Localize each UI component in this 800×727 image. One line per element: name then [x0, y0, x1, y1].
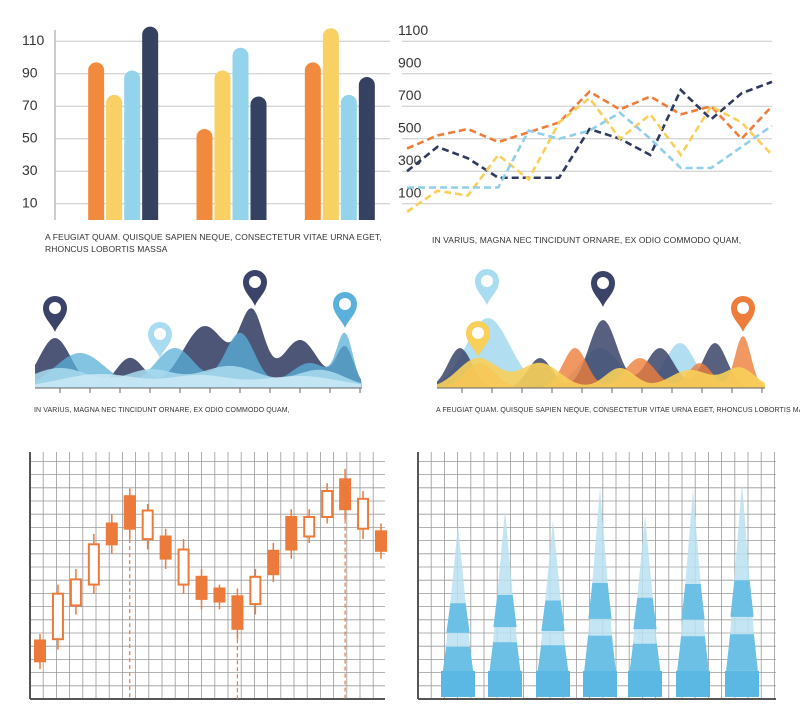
y-tick-label: 50: [22, 129, 38, 145]
mountain: [35, 308, 362, 388]
bar: [340, 94, 357, 220]
cone-segment: [541, 600, 565, 631]
candle-body: [231, 595, 244, 630]
mountain: [35, 373, 362, 388]
bar: [214, 70, 231, 220]
cone-segment: [730, 580, 754, 617]
pin-dot: [249, 276, 261, 288]
candle-body: [51, 592, 64, 641]
mountain: [437, 357, 765, 388]
pin-dot: [481, 275, 493, 287]
cone-base: [725, 671, 759, 697]
candle-body: [249, 575, 262, 606]
cone-segment: [442, 646, 474, 677]
cone-segment: [446, 603, 470, 633]
y-tick-label: 10: [22, 194, 38, 210]
line-series: [406, 96, 773, 213]
caption: A FEUGIAT QUAM. QUISQUE SAPIEN NEQUE, CO…: [45, 232, 382, 254]
candle-body: [34, 639, 46, 663]
y-tick-label: 700: [398, 87, 422, 103]
cone-segment: [681, 584, 705, 620]
bar: [322, 28, 339, 220]
cone-base: [583, 671, 617, 697]
decoration: [35, 269, 776, 700]
caption: IN VARIUS, MAGNA NEC TINCIDUNT ORNARE, E…: [432, 235, 742, 245]
line-series: [406, 80, 773, 180]
bar: [196, 129, 213, 220]
candle-body: [213, 587, 226, 603]
candle-body: [177, 548, 190, 586]
y-tick-label: 70: [22, 97, 38, 113]
bar: [88, 62, 105, 220]
pin-dot: [49, 302, 61, 314]
cone-segment: [584, 635, 616, 672]
line-series: [406, 89, 773, 150]
y-tick-label: 500: [398, 119, 422, 135]
bar: [124, 70, 141, 220]
cone-base: [628, 671, 662, 697]
cone-segment: [629, 643, 661, 676]
candle-body: [375, 530, 387, 552]
caption: A FEUGIAT QUAM. QUISQUE SAPIEN NEQUE, CO…: [436, 407, 800, 414]
bar: [142, 26, 159, 220]
y-tick-label: 100: [398, 184, 422, 200]
candle-body: [267, 549, 280, 576]
y-tick-label: 300: [398, 152, 422, 168]
candle-body: [69, 578, 82, 607]
pin-dot: [737, 302, 749, 314]
candle-body: [159, 535, 172, 560]
candle-body: [285, 516, 298, 551]
candle-body: [105, 522, 118, 546]
candle-body: [321, 490, 334, 518]
bar: [106, 94, 123, 220]
cone-base: [441, 671, 475, 697]
y-tick-label: 900: [398, 54, 422, 70]
bar: [232, 47, 249, 220]
bar: [250, 96, 267, 220]
cone-segment: [493, 595, 517, 628]
candle-body: [339, 478, 352, 511]
y-tick-label: 1100: [398, 22, 428, 38]
cone-base: [536, 671, 570, 697]
cone-segment: [588, 582, 612, 619]
candle-body: [87, 543, 100, 586]
cone-segment: [726, 634, 758, 671]
candle-body: [357, 497, 370, 530]
pin-dot: [339, 298, 351, 310]
pin-dot: [597, 277, 609, 289]
line-series: [407, 111, 773, 189]
mountain: [437, 319, 765, 388]
candle-body: [195, 575, 208, 600]
cone-segment: [537, 645, 569, 676]
candle-body: [141, 509, 154, 541]
caption: IN VARIUS, MAGNA NEC TINCIDUNT ORNARE, E…: [34, 407, 290, 414]
y-tick-label: 30: [22, 162, 38, 178]
cone-segment: [677, 636, 709, 672]
cone-base: [676, 671, 710, 697]
y-tick-label: 110: [22, 32, 45, 48]
candle-body: [123, 495, 136, 530]
cone-segment: [489, 642, 521, 675]
cone-segment: [633, 597, 657, 630]
candle-body: [303, 516, 316, 538]
cone-base: [488, 671, 522, 697]
y-tick-label: 90: [22, 64, 38, 80]
bar: [358, 77, 375, 220]
pin-dot: [472, 327, 484, 339]
bar: [304, 62, 321, 220]
pin-dot: [154, 328, 166, 340]
